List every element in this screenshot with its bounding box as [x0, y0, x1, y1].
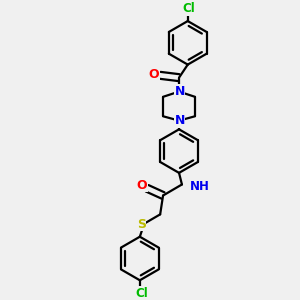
Text: O: O	[136, 179, 147, 192]
Text: O: O	[148, 68, 159, 81]
Text: N: N	[174, 114, 185, 127]
Text: Cl: Cl	[183, 2, 196, 15]
Text: NH: NH	[190, 180, 210, 193]
Text: S: S	[137, 218, 146, 231]
Text: Cl: Cl	[135, 286, 148, 299]
Text: N: N	[174, 85, 185, 98]
